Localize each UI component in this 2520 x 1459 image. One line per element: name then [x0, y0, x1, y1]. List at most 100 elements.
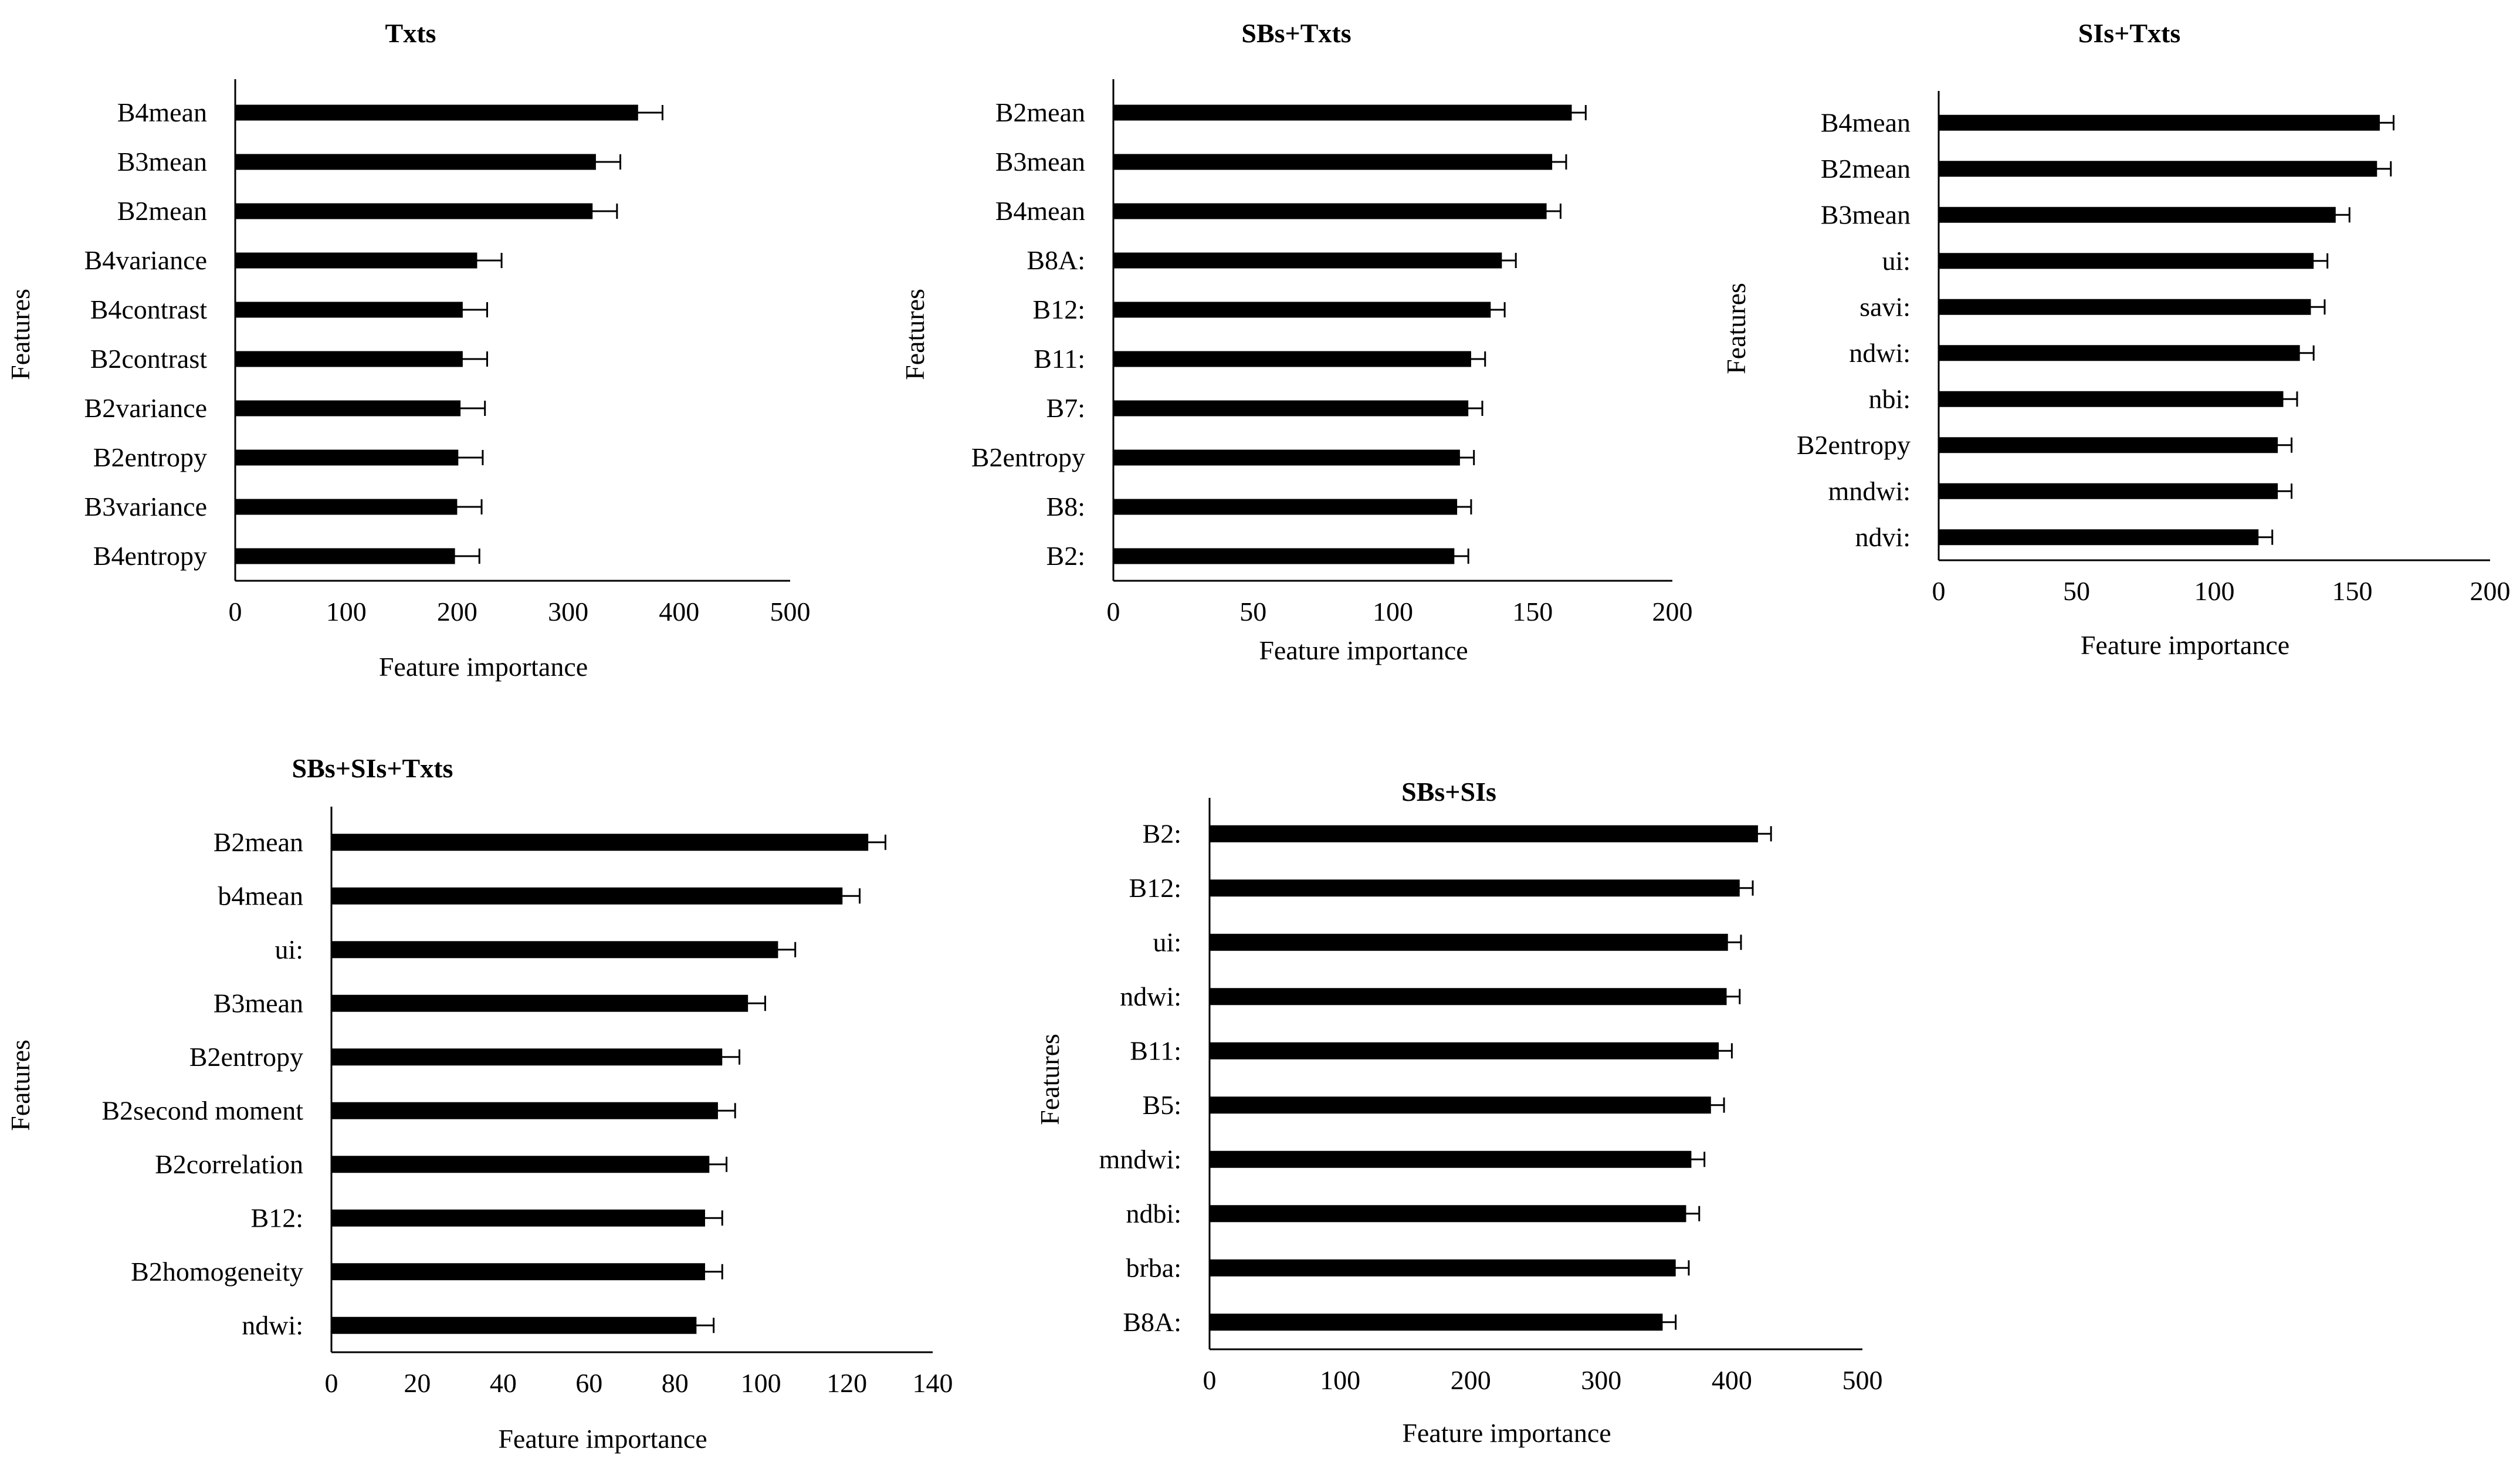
category-label-10: B4entropy: [93, 541, 207, 571]
error-bar-8: [2263, 437, 2293, 453]
x-tick-label-1: 0: [1107, 597, 1120, 627]
error-bar-9: [687, 1264, 723, 1279]
x-tick-label-3: 100: [1373, 597, 1413, 627]
error-bar-2: [824, 888, 861, 904]
bar-3: [331, 941, 778, 959]
error-bar-4: [1487, 253, 1517, 268]
error-bar-6: [700, 1103, 736, 1119]
bar-9: [1210, 1259, 1676, 1277]
chart-title: SBs+SIs+Txts: [292, 753, 453, 783]
chart-title: SBs+Txts: [1241, 18, 1351, 48]
x-tick-label-5: 80: [662, 1368, 689, 1398]
bar-3: [1939, 207, 2336, 223]
error-bar-10: [2244, 529, 2274, 545]
category-label-9: B3variance: [84, 492, 207, 522]
bar-3: [1113, 203, 1547, 219]
category-label-10: ndwi:: [242, 1310, 303, 1340]
bar-4: [331, 994, 748, 1012]
bar-2: [235, 154, 596, 170]
bar-5: [1113, 302, 1491, 318]
category-label-1: B2mean: [995, 97, 1085, 127]
category-label-8: B2entropy: [1797, 430, 1911, 460]
category-label-5: B11:: [1130, 1035, 1181, 1065]
category-label-2: B12:: [1129, 873, 1181, 903]
chart-title: SBs+SIs: [1401, 777, 1496, 807]
x-tick-label-1: 0: [325, 1368, 338, 1398]
y-axis-title: Features: [900, 289, 930, 380]
error-bar-5: [1705, 1043, 1733, 1059]
bar-3: [235, 203, 593, 219]
category-label-8: B2entropy: [93, 442, 207, 472]
category-label-3: B4mean: [995, 196, 1085, 226]
error-bar-7: [435, 401, 486, 416]
x-tick-label-6: 500: [1842, 1365, 1883, 1395]
x-tick-label-4: 300: [1581, 1365, 1621, 1395]
x-tick-label-5: 200: [2470, 576, 2511, 606]
x-tick-label-2: 50: [2063, 576, 2090, 606]
error-bar-3: [1532, 204, 1562, 219]
chart-title: Txts: [385, 18, 436, 48]
bar-10: [235, 548, 455, 564]
chart-panel-1: Txts B4mean B3mean B2mean B4variance B4contra…: [5, 18, 811, 682]
x-tick-label-4: 300: [548, 597, 588, 627]
category-label-6: ndwi:: [1849, 338, 1911, 368]
x-axis-title: Feature importance: [498, 1424, 707, 1454]
error-bar-10: [1648, 1314, 1677, 1330]
category-label-2: B3mean: [117, 147, 207, 177]
error-bar-5: [1475, 302, 1506, 317]
chart-panel-5: SBs+SIs B2: B12: ui: ndwi: B11: B5: mndwi: ndbi:…: [1035, 777, 1883, 1448]
x-tick-label-5: 200: [1652, 597, 1693, 627]
x-tick-label-8: 140: [913, 1368, 953, 1398]
category-label-4: ui:: [1882, 246, 1911, 276]
error-bar-7: [691, 1156, 728, 1172]
bar-7: [1939, 391, 2284, 407]
x-tick-label-1: 0: [229, 597, 242, 627]
bar-9: [1113, 499, 1458, 515]
chart-panel-4: SBs+SIs+Txts B2mean b4mean ui: B3mean B2entro…: [5, 753, 953, 1454]
chart-panel-2: SBs+Txts B2mean B3mean B4mean B8A: B12: B11: B7…: [900, 18, 1693, 665]
bar-8: [1210, 1205, 1686, 1223]
x-tick-label-4: 150: [2332, 576, 2373, 606]
error-bar-2: [570, 154, 622, 170]
error-bar-1: [2365, 115, 2394, 131]
bar-1: [235, 104, 638, 121]
error-bar-2: [1725, 880, 1754, 896]
error-bar-9: [1442, 499, 1472, 514]
bar-10: [1939, 529, 2259, 546]
x-axis-title: Feature importance: [1259, 635, 1468, 665]
x-axis-title: Feature importance: [1402, 1418, 1611, 1448]
error-bar-4: [730, 996, 766, 1011]
error-bar-1: [1557, 105, 1587, 120]
bar-4: [1939, 253, 2314, 269]
bar-6: [1939, 345, 2300, 361]
x-tick-label-1: 0: [1203, 1365, 1217, 1395]
bar-10: [1113, 548, 1455, 564]
bar-7: [331, 1156, 710, 1173]
x-tick-label-1: 0: [1932, 576, 1946, 606]
x-tick-label-3: 100: [2194, 576, 2235, 606]
bar-1: [1939, 114, 2380, 131]
error-bar-3: [1713, 935, 1742, 950]
category-label-2: b4mean: [218, 881, 303, 910]
x-tick-label-5: 400: [1712, 1365, 1752, 1395]
error-bar-4: [452, 253, 503, 268]
error-bar-3: [567, 204, 618, 219]
error-bar-2: [2362, 161, 2392, 177]
category-label-10: B8A:: [1123, 1307, 1181, 1337]
category-label-9: B2homogeneity: [131, 1257, 303, 1287]
bar-9: [1939, 483, 2278, 499]
error-bar-1: [850, 834, 886, 850]
category-label-6: B2second moment: [101, 1095, 303, 1125]
y-axis-title: Features: [5, 1040, 35, 1131]
bar-5: [235, 302, 463, 318]
category-label-4: B4variance: [84, 245, 207, 275]
error-bar-10: [678, 1318, 715, 1333]
category-label-4: B3mean: [214, 988, 303, 1018]
error-bar-5: [437, 302, 488, 317]
bar-4: [1113, 252, 1502, 269]
category-label-6: B5:: [1143, 1090, 1181, 1120]
error-bar-9: [432, 499, 483, 514]
category-label-10: ndvi:: [1855, 522, 1911, 552]
bar-1: [331, 834, 869, 851]
bar-5: [1939, 299, 2311, 315]
